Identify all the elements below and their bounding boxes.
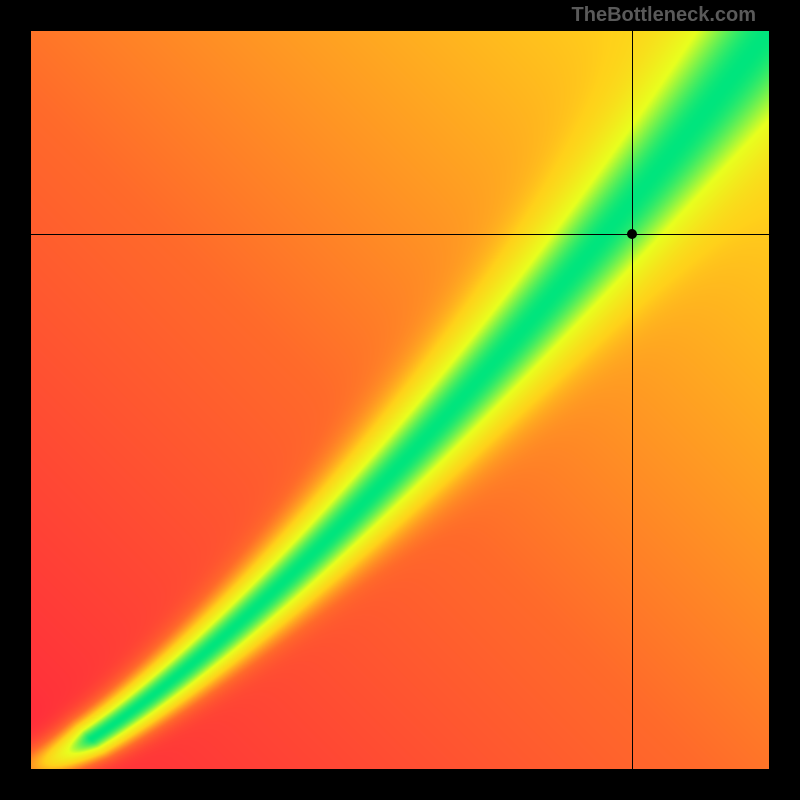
marker-dot (627, 229, 637, 239)
crosshair-vertical (632, 31, 633, 769)
crosshair-horizontal (31, 234, 769, 235)
bottleneck-heatmap (31, 31, 769, 769)
chart-container: TheBottleneck.com (0, 0, 800, 800)
watermark-label: TheBottleneck.com (572, 4, 756, 27)
